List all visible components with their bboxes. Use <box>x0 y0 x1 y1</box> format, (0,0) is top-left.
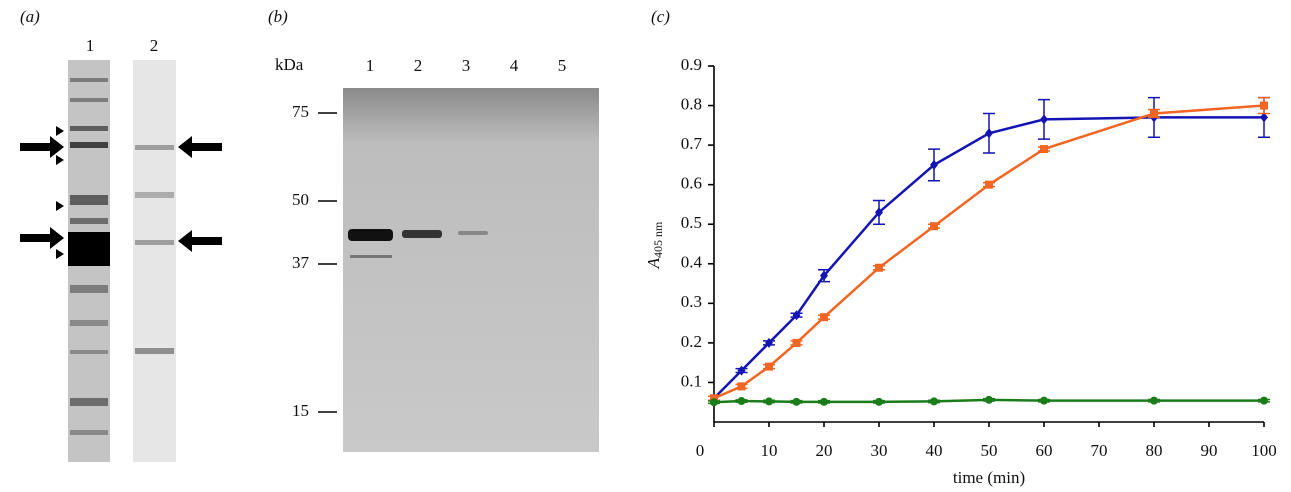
band <box>350 255 392 258</box>
point <box>930 159 938 170</box>
point <box>710 398 718 407</box>
point <box>765 362 773 371</box>
y-tick-label: 0.7 <box>681 134 703 153</box>
y-tick-label: 0.2 <box>681 332 702 351</box>
point <box>875 207 883 218</box>
point <box>1040 145 1048 154</box>
point <box>1040 396 1048 405</box>
series-line <box>713 116 1264 400</box>
x-tick-label: 40 <box>926 441 943 460</box>
unit-label: kDa <box>275 55 304 74</box>
point <box>930 222 938 231</box>
point <box>792 397 801 406</box>
point <box>985 180 993 189</box>
y-tick-label: 0.8 <box>681 94 702 113</box>
point <box>765 397 773 406</box>
x-tick-label: 70 <box>1091 441 1108 460</box>
lane-label: 1 <box>366 56 375 75</box>
point <box>1260 101 1268 110</box>
marker-label: 37 <box>292 253 310 272</box>
point <box>1260 396 1268 405</box>
x-tick-label: 20 <box>816 441 833 460</box>
lane-label: 2 <box>150 36 159 55</box>
lane-label: 3 <box>462 56 471 75</box>
point <box>737 365 746 376</box>
y-tick-label: 0.9 <box>681 55 702 74</box>
lane-label: 1 <box>86 36 95 55</box>
y-tick-label: 0.5 <box>681 213 702 232</box>
arrows <box>20 126 222 259</box>
marker-label: 50 <box>292 190 309 209</box>
point <box>985 128 993 139</box>
point <box>930 397 938 406</box>
y-tick-label: 0.1 <box>681 371 702 390</box>
bands <box>135 145 174 354</box>
lane-label: 4 <box>510 56 519 75</box>
point <box>1150 396 1158 405</box>
x-tick-label: 10 <box>761 441 778 460</box>
y-tick-label: 0.6 <box>681 174 702 193</box>
y-tick-label: 0.4 <box>681 253 703 272</box>
y-axis-label-sub: 405 nm <box>651 221 665 258</box>
panel-c: (c) time (min) A405 nm 0.1 0.2 0.3 0.4 0.5 0.… <box>644 7 1277 487</box>
lane-label: 5 <box>558 56 567 75</box>
panel-label: (b) <box>268 7 288 26</box>
y-tick-label: 0.3 <box>681 292 702 311</box>
x-tick-label: 60 <box>1036 441 1053 460</box>
panel-b: (b) kDa 1 2 3 4 5 75 50 37 15 <box>268 7 599 452</box>
band <box>402 230 442 238</box>
x-axis-label: time (min) <box>953 468 1025 487</box>
point <box>875 263 883 272</box>
panel-a: (a) 1 2 <box>20 7 222 462</box>
point <box>792 338 801 347</box>
x-tick-label: 30 <box>871 441 888 460</box>
band <box>348 229 393 241</box>
point <box>820 397 828 406</box>
y-axis-label-main: A <box>644 257 663 269</box>
gel <box>343 88 599 452</box>
point <box>765 337 773 348</box>
point <box>1150 109 1158 118</box>
point <box>985 395 993 404</box>
x-tick-label: 0 <box>696 441 705 460</box>
point <box>737 382 746 391</box>
point <box>820 313 828 322</box>
x-tick-label: 80 <box>1146 441 1163 460</box>
band <box>458 231 488 235</box>
panel-label: (a) <box>20 7 40 26</box>
gel-lane <box>133 60 176 462</box>
lane-label: 2 <box>414 56 423 75</box>
point <box>820 270 828 281</box>
point <box>1260 112 1268 123</box>
point <box>875 397 883 406</box>
x-tick-label: 100 <box>1251 441 1277 460</box>
bands <box>68 78 110 435</box>
point <box>1040 114 1048 125</box>
x-tick-label: 50 <box>981 441 998 460</box>
point <box>737 397 746 406</box>
y-axis-label: A405 nm <box>644 221 665 269</box>
marker-label: 75 <box>292 102 309 121</box>
point <box>792 310 801 321</box>
panel-label: (c) <box>651 7 670 26</box>
x-tick-label: 90 <box>1201 441 1218 460</box>
marker-label: 15 <box>292 401 309 420</box>
